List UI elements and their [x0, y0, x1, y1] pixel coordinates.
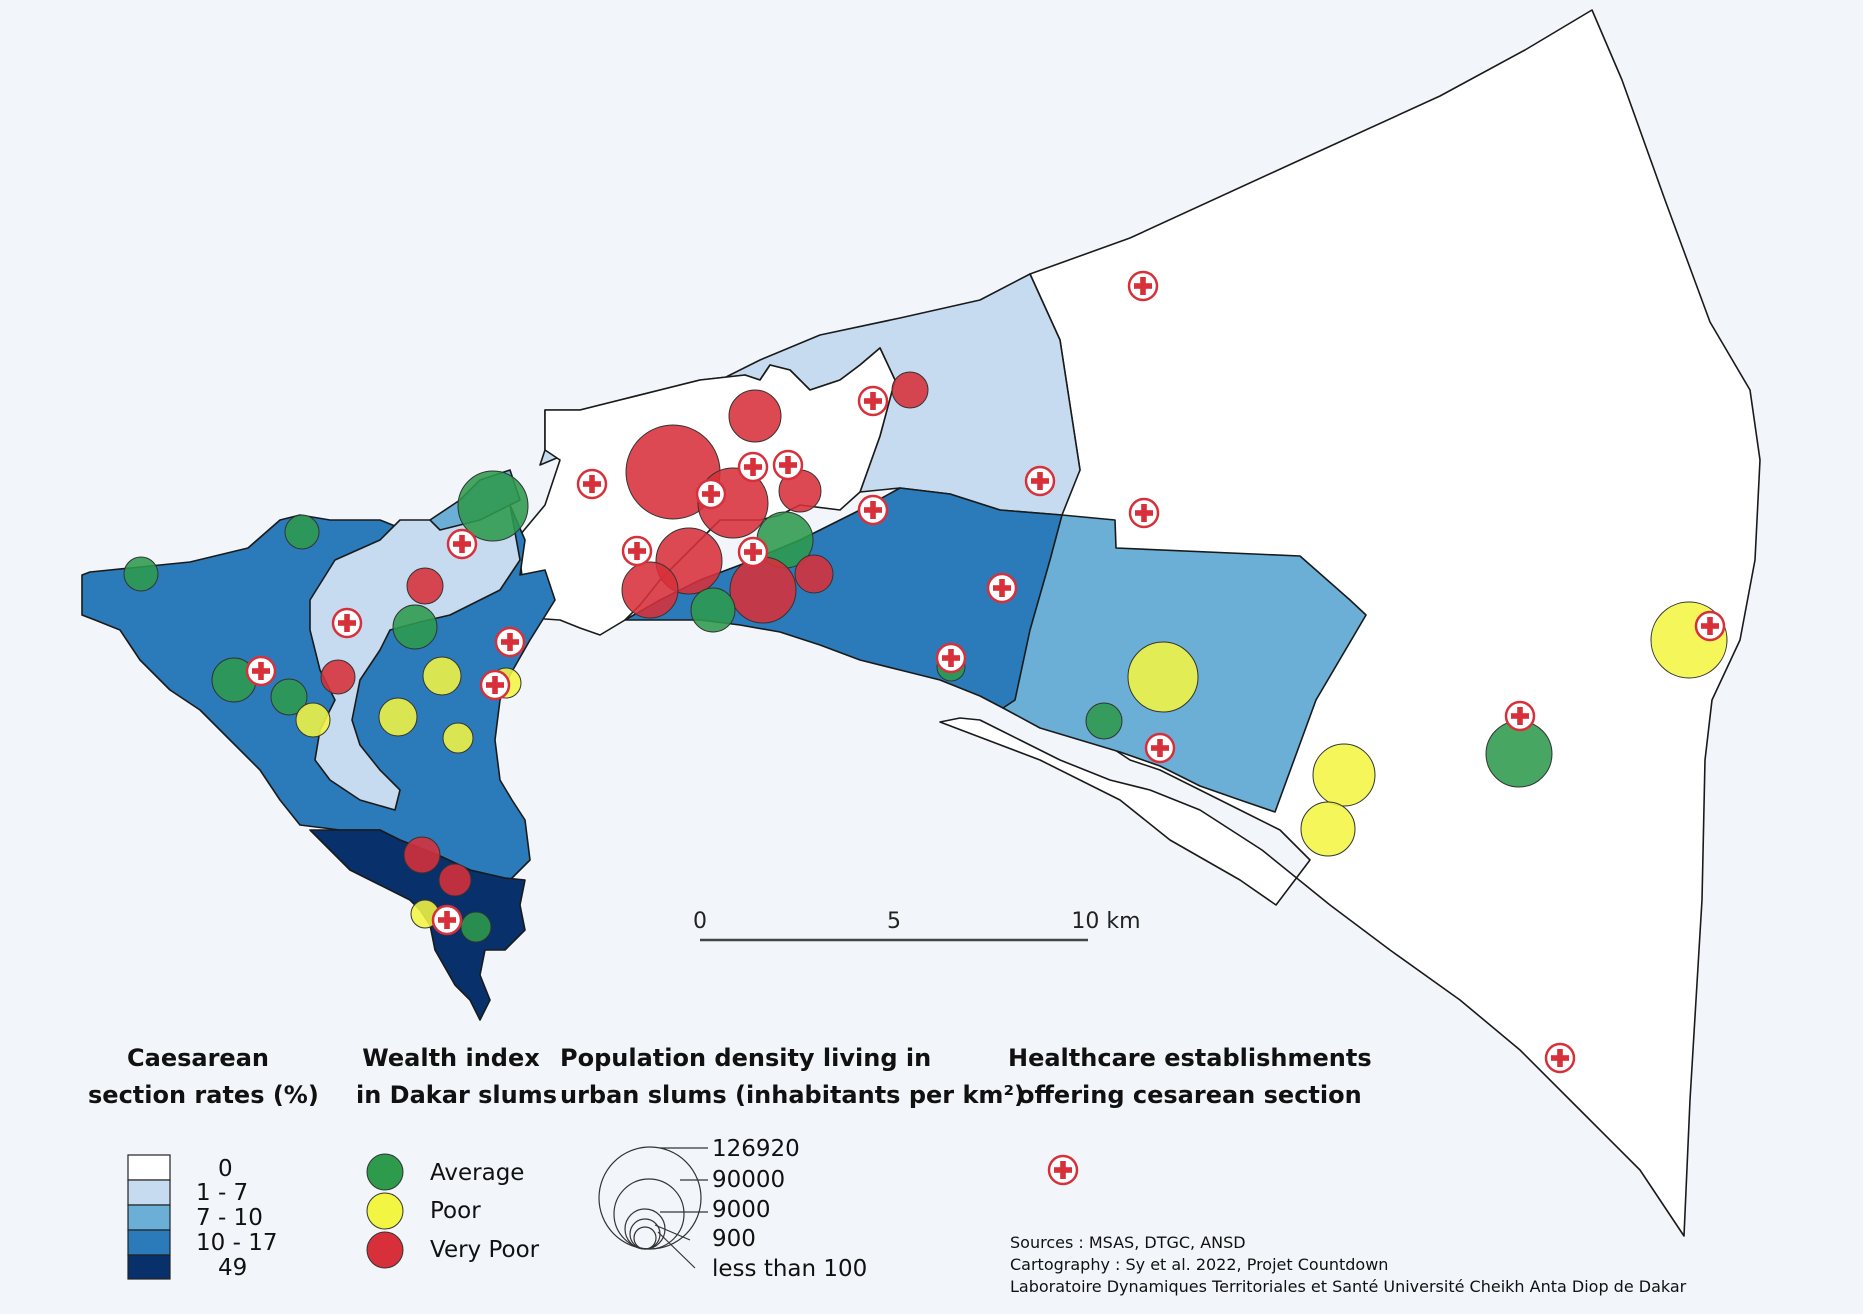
slum-very-poor [621, 561, 679, 619]
slum-average [270, 678, 308, 716]
red-cross-icon [986, 572, 1018, 604]
slum-poor [1127, 641, 1199, 713]
wealth-average-swatch [366, 1153, 404, 1191]
red-cross-icon [1504, 700, 1536, 732]
density-class-label: 9000 [712, 1197, 771, 1223]
red-cross-icon [935, 642, 967, 674]
scale-bar: 0 5 10 km [693, 909, 1141, 942]
red-cross-icon [857, 494, 889, 526]
red-cross-icon [245, 655, 277, 687]
red-cross-icon [494, 626, 526, 658]
slum-very-poor [891, 371, 929, 409]
slum-very-poor [403, 836, 441, 874]
caesarean-class-label: 1 - 7 [196, 1180, 249, 1206]
slum-average [1085, 702, 1123, 740]
slum-average [460, 911, 492, 943]
red-cross-icon [857, 385, 889, 417]
wealth-poor-swatch [366, 1192, 404, 1230]
wealth-class-label: Poor [430, 1198, 481, 1224]
density-legend-symbols [598, 1146, 708, 1269]
red-cross-icon [331, 607, 363, 639]
slum-very-poor [406, 567, 444, 605]
red-cross-icon [1694, 610, 1726, 642]
wealth-legend-title: Wealth index in Dakar slums [356, 1044, 558, 1109]
map-credits: Sources : MSAS, DTGC, ANSD Cartography :… [1010, 1233, 1687, 1296]
red-cross-icon [772, 449, 804, 481]
wealth-class-label: Very Poor [430, 1237, 540, 1263]
swatch-rate-10-17 [127, 1229, 171, 1256]
density-legend-title: Population density living in urban slums… [560, 1044, 1025, 1109]
slum-poor [378, 697, 418, 737]
density-class-label: 90000 [712, 1167, 786, 1193]
red-cross-icon [737, 536, 769, 568]
slum-very-poor [438, 863, 472, 897]
slum-poor [1300, 801, 1356, 857]
district-rate-1-7-west [309, 504, 521, 811]
health-legend-title: Healthcare establishments offering cesar… [1008, 1044, 1372, 1109]
red-cross-icon [1544, 1042, 1576, 1074]
slum-poor [1312, 743, 1376, 807]
caesarean-class-label: 0 [218, 1156, 233, 1182]
slum-poor [442, 722, 474, 754]
caesarean-class-label: 10 - 17 [196, 1230, 278, 1256]
wealth-very-poor-swatch [366, 1231, 404, 1269]
slum-circles [123, 371, 1728, 943]
slum-average [690, 587, 736, 633]
slum-poor [295, 702, 331, 738]
wealth-legend-symbols [366, 1153, 404, 1269]
slum-very-poor [794, 554, 834, 594]
caesarean-legend-ramp [127, 1154, 171, 1280]
slum-poor [422, 656, 462, 696]
red-cross-icon [737, 451, 769, 483]
caesarean-class-label: 49 [218, 1255, 248, 1281]
slum-average [392, 604, 438, 650]
swatch-rate-0 [127, 1154, 171, 1181]
slum-very-poor [320, 659, 356, 695]
red-cross-icon [621, 535, 653, 567]
slum-average [457, 470, 529, 542]
scale-tick-5: 5 [887, 909, 901, 934]
red-cross-icon [1128, 497, 1160, 529]
caesarean-class-label: 7 - 10 [196, 1205, 263, 1231]
swatch-rate-1-7 [127, 1179, 171, 1206]
caesarean-legend-title: Caesarean section rates (%) [88, 1044, 319, 1109]
red-cross-icon [479, 669, 511, 701]
slum-very-poor [728, 389, 782, 443]
slum-very-poor [729, 556, 797, 624]
density-class-label: 126920 [712, 1136, 800, 1162]
swatch-rate-7-10 [127, 1204, 171, 1231]
density-class-label: 900 [712, 1226, 756, 1252]
red-cross-icon [576, 468, 608, 500]
red-cross-icon [446, 528, 478, 560]
wealth-class-label: Average [430, 1160, 525, 1186]
red-cross-icon [1127, 270, 1159, 302]
red-cross-icon [1144, 732, 1176, 764]
scale-tick-10: 10 km [1071, 909, 1140, 934]
red-cross-icon [695, 478, 727, 510]
scale-tick-0: 0 [693, 909, 707, 934]
red-cross-icon [431, 904, 463, 936]
slum-average [123, 556, 159, 592]
slum-average [284, 514, 320, 550]
red-cross-icon [1047, 1154, 1079, 1186]
red-cross-icon [1024, 465, 1056, 497]
density-class-label: less than 100 [712, 1256, 868, 1282]
swatch-rate-49 [127, 1254, 171, 1280]
